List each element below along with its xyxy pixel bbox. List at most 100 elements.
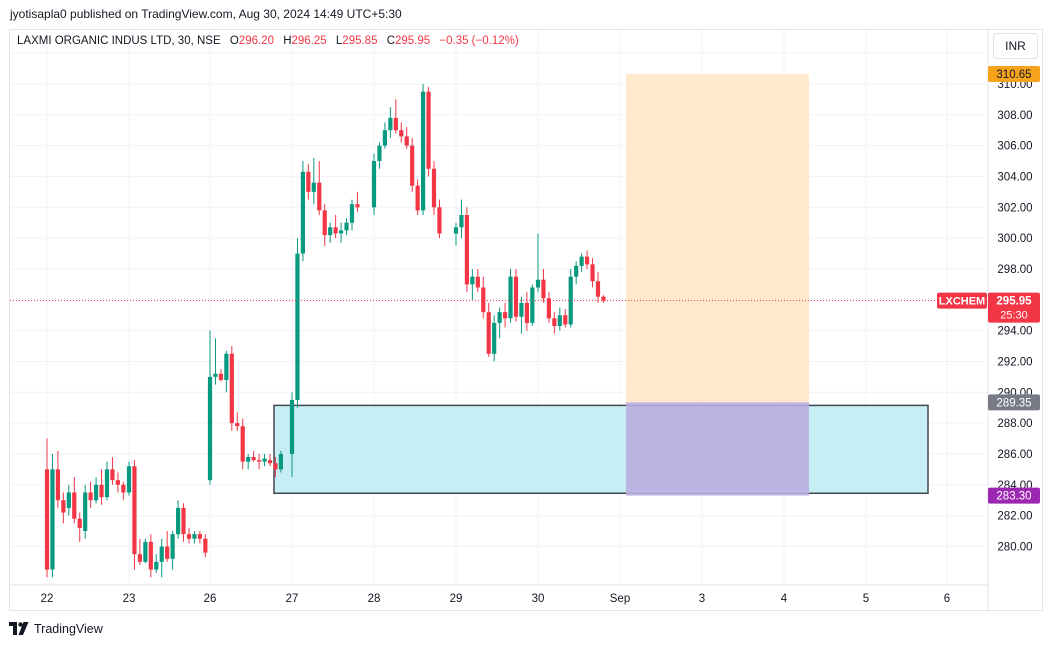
candle-body-25 [181,507,186,535]
candle-body-52 [333,227,338,234]
x-tick-label-11: 6 [944,593,950,605]
candle-body-68 [431,168,437,208]
x-tick-label-3: 27 [286,593,299,605]
candle-body-46 [300,171,306,254]
position-target-area [626,73,809,403]
candle-body-15 [126,466,132,493]
x-tick-label-8: 3 [699,593,705,605]
tradingview-logo-icon [9,622,29,635]
candle-body-53 [338,230,344,234]
candle-body-90 [563,315,568,325]
candle-body-14 [121,484,126,493]
candle-body-56 [355,204,360,208]
candle-body-57 [371,161,377,208]
candle-body-37 [246,457,251,462]
candle-body-11 [104,469,110,498]
symbol-legend: LAXMI ORGANIC INDUS LTD, 30, NSE O296.20… [17,35,519,47]
candle-body-94 [584,256,590,265]
candle-body-9 [93,484,99,501]
last-price-tag-bg [988,292,1040,323]
candle-body-20 [154,561,159,570]
currency-button[interactable]: INR [993,33,1038,59]
legend-high-value: 296.25 [291,35,327,47]
candle-body-62 [399,130,404,137]
candle-body-50 [322,210,327,236]
candle-body-16 [132,466,137,555]
y-tick-label-3: 286.00 [997,449,1032,461]
candle-body-40 [262,458,267,462]
y-tick-label-4: 288.00 [997,418,1032,430]
candle-body-87 [546,298,552,319]
candle-body-33 [224,353,229,380]
x-tick-label-1: 23 [123,593,136,605]
candle-body-7 [83,492,88,532]
y-tick-label-6: 292.00 [997,356,1032,368]
last-price-value: 295.95 [996,296,1032,308]
candle-body-74 [475,276,480,288]
candle-body-66 [420,91,426,211]
candle-body-73 [470,276,475,285]
candle-body-29 [203,538,208,553]
candle-body-0 [44,469,50,570]
candle-body-35 [235,423,240,427]
candle-body-51 [328,227,333,236]
candle-body-91 [568,276,573,325]
candle-body-47 [306,171,311,192]
legend-close-label: C [386,35,395,47]
candle-body-21 [159,546,164,562]
x-tick-label-5: 29 [450,593,463,605]
symbol-badge-bg [937,292,987,309]
y-tick-label-15: 310.00 [997,79,1032,91]
candle-body-30 [207,376,213,481]
x-tick-label-4: 28 [368,593,381,605]
y-tick-label-11: 302.00 [997,202,1032,214]
candle-body-58 [377,145,382,162]
candle-body-75 [481,287,486,313]
candle-body-42 [273,463,278,470]
candle-body-60 [388,117,393,131]
candle-body-79 [502,312,508,319]
candle-body-70 [453,227,459,234]
candle-body-22 [165,546,170,559]
target-price-tag-text: 310.65 [996,69,1031,81]
y-tick-label-12: 304.00 [997,171,1032,183]
candle-body-34 [229,353,234,424]
legend-open-value: 296.20 [238,35,274,47]
position-stop-area [626,402,809,496]
candle-body-83 [524,302,529,323]
candle-body-93 [579,256,584,266]
candle-body-88 [552,318,557,326]
footer-brand-label: TradingView [34,622,103,636]
bar-countdown: 25:30 [1000,310,1028,322]
x-tick-label-6: 30 [532,593,545,605]
candle-body-18 [143,541,148,562]
candle-body-19 [148,541,153,570]
legend-open-label: O [229,35,239,47]
candle-body-81 [513,276,519,317]
candle-body-89 [557,315,562,326]
candle-body-1 [50,469,55,570]
x-tick-label-10: 5 [863,593,869,605]
candle-body-32 [218,373,224,380]
x-tick-label-2: 26 [204,593,217,605]
y-tick-label-14: 308.00 [997,110,1032,122]
candle-body-96 [595,281,601,297]
candle-body-5 [72,492,77,519]
publisher-header: jyotisapla0 published on TradingView.com… [10,7,402,21]
candle-body-10 [99,484,104,498]
legend-low-value: 295.85 [342,35,378,47]
legend-low-label: L [335,35,343,47]
footer-brand[interactable]: TradingView [9,622,103,636]
candle-body-17 [137,554,143,562]
candle-body-43 [278,453,283,470]
candle-body-26 [186,534,192,539]
candle-body-48 [311,182,316,192]
x-tick-label-9: 4 [781,593,788,605]
target-price-tag-bg [988,65,1040,82]
candle-body-6 [77,518,82,528]
candle-body-76 [486,312,491,354]
candle-body-55 [349,204,355,223]
entry-price-tag-text: 289.35 [996,397,1031,409]
candle-body-72 [464,215,470,285]
